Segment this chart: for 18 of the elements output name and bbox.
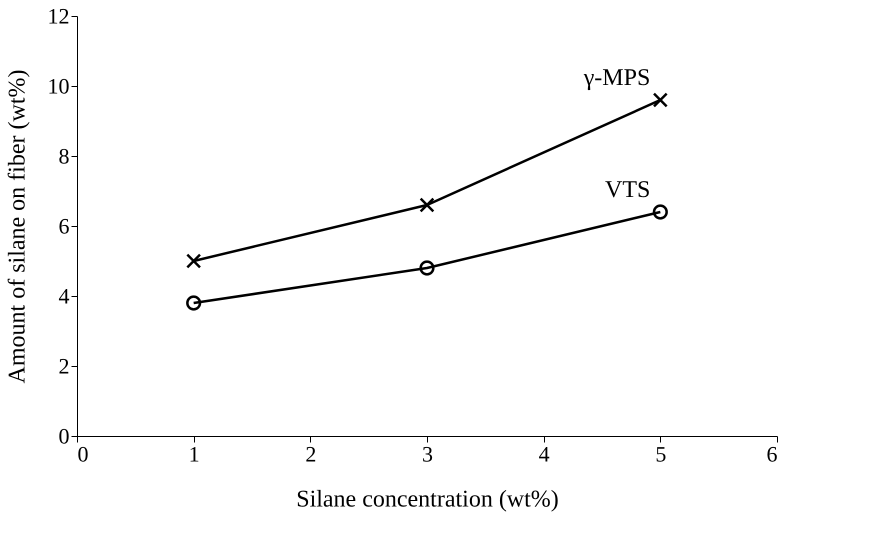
- series-label: VTS: [604, 177, 650, 203]
- x-tick-label: 1: [188, 442, 200, 466]
- y-tick-label: 8: [58, 144, 70, 168]
- x-tick-label: 5: [655, 442, 666, 466]
- x-tick-label: 2: [305, 442, 316, 466]
- y-axis-title: Amount of silane on fiber (wt%): [4, 70, 30, 384]
- y-tick-label: 10: [48, 74, 70, 98]
- x-tick-label: 3: [422, 442, 433, 466]
- y-tick-label: 6: [58, 214, 70, 238]
- x-tick-label: 4: [538, 442, 550, 466]
- y-tick-label: 0: [58, 424, 70, 448]
- x-tick-label: 6: [766, 442, 778, 466]
- y-tick-label: 2: [58, 354, 70, 378]
- y-tick-label: 12: [48, 4, 70, 28]
- x-axis-title: Silane concentration (wt%): [296, 486, 559, 512]
- y-tick-label: 4: [58, 284, 70, 308]
- series-label: γ-MPS: [582, 65, 650, 91]
- x-tick-label: 0: [78, 442, 88, 466]
